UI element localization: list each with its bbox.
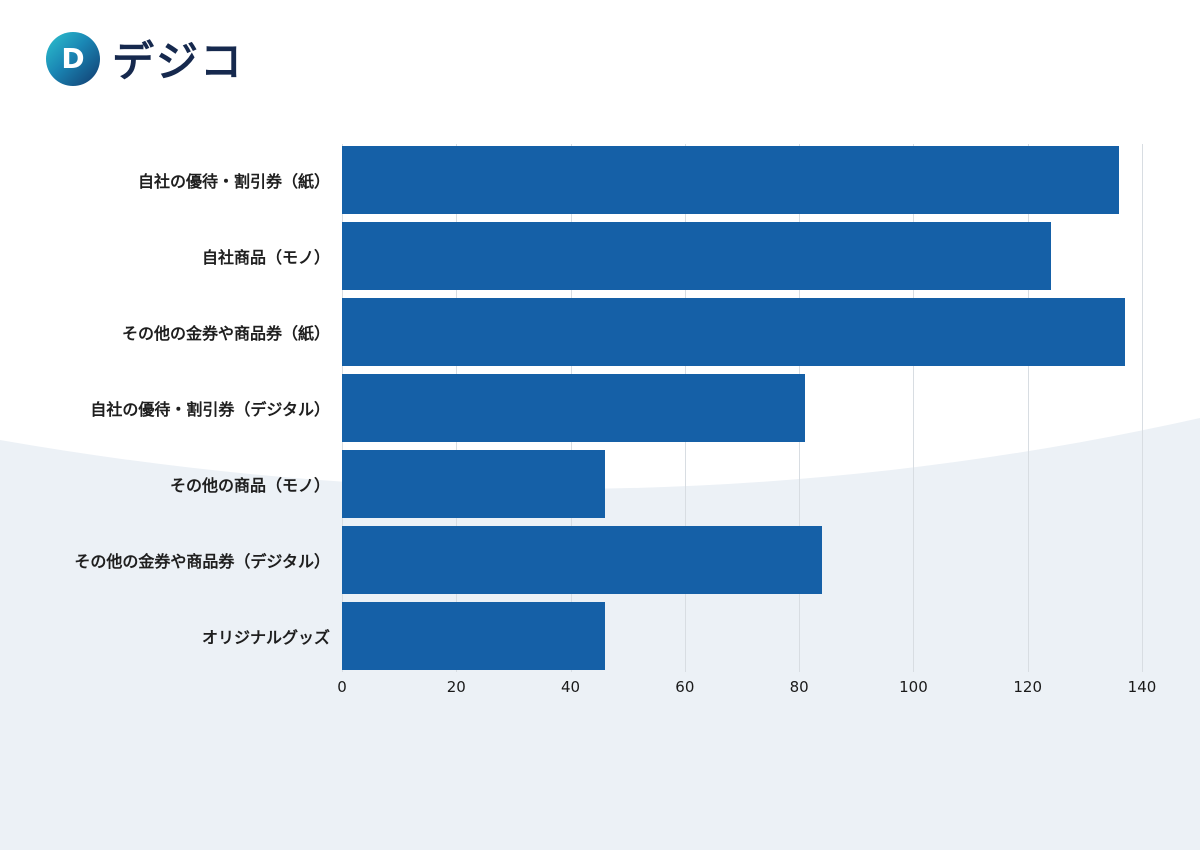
category-label: 自社商品（モノ）: [201, 248, 330, 267]
category-label: 自社の優待・割引券（紙）: [137, 172, 330, 191]
bar-chart: 自社の優待・割引券（紙） 自社商品（モノ） その他の金券や商品券（紙） 自社の優待・割…: [0, 144, 1200, 702]
bar: [342, 526, 822, 594]
x-axis: 0 20 40 60 80 100 120 140: [337, 678, 1156, 702]
x-tick-label: 20: [446, 678, 466, 696]
x-tick-label: 40: [561, 678, 581, 696]
chart-row: その他の金券や商品券（紙）: [0, 298, 1200, 366]
x-tick-label: 140: [1127, 678, 1157, 696]
x-tick-label: 80: [789, 678, 809, 696]
bar-track: [342, 298, 1142, 366]
bar: [342, 374, 805, 442]
bar-track: [342, 146, 1142, 214]
chart-row: 自社の優待・割引券（紙）: [0, 146, 1200, 214]
x-tick-label: 60: [675, 678, 695, 696]
chart-rows: 自社の優待・割引券（紙） 自社商品（モノ） その他の金券や商品券（紙） 自社の優待・割…: [0, 146, 1200, 670]
logo-letter: D: [61, 41, 85, 75]
category-label: その他の金券や商品券（デジタル）: [74, 552, 330, 571]
plot-area: 自社の優待・割引券（紙） 自社商品（モノ） その他の金券や商品券（紙） 自社の優待・割…: [0, 144, 1200, 672]
category-label: オリジナルグッズ: [201, 628, 330, 647]
x-tick-label: 0: [337, 678, 347, 696]
category-label: 自社の優待・割引券（デジタル）: [90, 400, 330, 419]
digico-logo: D デジコ: [46, 28, 244, 89]
bar: [342, 450, 605, 518]
bar: [342, 146, 1120, 214]
chart-row: 自社の優待・割引券（デジタル）: [0, 374, 1200, 442]
bar-track: [342, 374, 1142, 442]
bar: [342, 602, 605, 670]
category-label: その他の金券や商品券（紙）: [121, 324, 330, 343]
category-label: その他の商品（モノ）: [169, 476, 330, 495]
bar-track: [342, 602, 1142, 670]
chart-row: オリジナルグッズ: [0, 602, 1200, 670]
bar-track: [342, 450, 1142, 518]
chart-row: その他の商品（モノ）: [0, 450, 1200, 518]
x-tick-label: 120: [1013, 678, 1043, 696]
bar-track: [342, 526, 1142, 594]
bar: [342, 298, 1125, 366]
bar-track: [342, 222, 1142, 290]
chart-row: その他の金券や商品券（デジタル）: [0, 526, 1200, 594]
digico-logo-icon: D: [46, 31, 100, 86]
bar: [342, 222, 1051, 290]
brand-name: デジコ: [112, 37, 245, 86]
chart-row: 自社商品（モノ）: [0, 222, 1200, 290]
x-tick-label: 100: [899, 678, 928, 696]
